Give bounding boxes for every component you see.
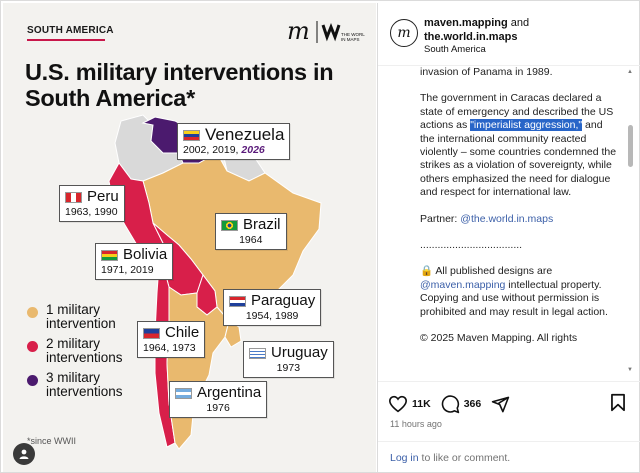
- chile-years: 1964, 1973: [143, 342, 196, 354]
- chile-flag-icon: [143, 327, 160, 339]
- comment-button[interactable]: 366: [441, 394, 482, 414]
- caption-partner: Partner: @the.world.in.maps: [420, 213, 620, 226]
- comment-icon: [441, 394, 459, 413]
- caption-text-a: The government in Caracas declared a sta…: [420, 92, 614, 132]
- author-names: maven.mapping and the.world.in.maps: [424, 16, 529, 44]
- post-side-panel: m maven.mapping and the.world.in.maps So…: [377, 3, 640, 472]
- post-header: m maven.mapping and the.world.in.maps So…: [378, 3, 640, 66]
- login-link[interactable]: Log in: [390, 452, 419, 464]
- like-count: 11K: [412, 398, 431, 410]
- uruguay-name: Uruguay: [271, 344, 328, 361]
- venezuela-name: Venezuela: [205, 125, 285, 144]
- svg-text:m: m: [287, 17, 310, 45]
- label-bolivia: Bolivia 1971, 2019: [95, 243, 174, 280]
- legend-swatch: [27, 375, 38, 386]
- divider: [378, 441, 640, 442]
- caption-rights: 🔒 All published designs are @maven.mappi…: [420, 265, 620, 319]
- argentina-flag-icon: [175, 387, 192, 399]
- svg-text:THE WORLD: THE WORLD: [341, 32, 365, 37]
- brand-logos: m THE WORLD IN MAPS: [287, 17, 365, 45]
- legend-label: 2 military interventions: [46, 336, 123, 365]
- author-avatar[interactable]: m: [390, 19, 418, 47]
- bolivia-name: Bolivia: [123, 246, 168, 263]
- post-title: U.S. military interventions in South Ame…: [25, 59, 334, 111]
- rights-text-b: intellectual property. Copying and use w…: [420, 278, 608, 318]
- bolivia-years: 1971, 2019: [101, 264, 154, 276]
- paraguay-flag-icon: [229, 295, 246, 307]
- caption-dots: ...................................: [420, 239, 523, 252]
- location-link[interactable]: South America: [424, 44, 486, 55]
- legend-label: 3 military interventions: [46, 370, 123, 399]
- scroll-up-icon[interactable]: ▲: [627, 69, 633, 75]
- peru-name: Peru: [87, 188, 119, 205]
- venezuela-flag-icon: [183, 129, 200, 141]
- argentina-years: 1976: [206, 402, 230, 414]
- login-rest: to like or comment.: [418, 452, 511, 464]
- brazil-flag-icon: [221, 219, 238, 231]
- user-tag-icon[interactable]: [13, 443, 35, 465]
- login-prompt: Log in to like or comment.: [390, 452, 510, 464]
- paraguay-years: 1954, 1989: [245, 310, 299, 322]
- legend-item: 3 military interventions: [27, 371, 136, 399]
- rights-link[interactable]: @maven.mapping: [420, 278, 506, 291]
- divider: [378, 381, 640, 382]
- post-timestamp: 11 hours ago: [390, 419, 442, 429]
- label-uruguay: Uruguay 1973: [243, 341, 334, 378]
- tag-underline: [27, 39, 105, 41]
- uruguay-years: 1973: [276, 362, 301, 374]
- svg-text:IN MAPS: IN MAPS: [341, 37, 360, 42]
- bookmark-icon: [611, 393, 625, 412]
- brazil-name: Brazil: [243, 216, 281, 233]
- region-tag: SOUTH AMERICA: [27, 25, 114, 36]
- argentina-name: Argentina: [197, 384, 262, 401]
- post-image[interactable]: SOUTH AMERICA m THE WORLD IN MAPS U.S. m…: [3, 3, 376, 472]
- partner-link[interactable]: @the.world.in.maps: [460, 212, 554, 225]
- footnote: *since WWII: [27, 436, 77, 446]
- uruguay-flag-icon: [249, 347, 266, 359]
- share-icon: [492, 396, 510, 412]
- comment-count: 366: [463, 398, 482, 410]
- author1-link[interactable]: maven.mapping: [424, 17, 508, 29]
- map-legend: 1 military intervention 2 military inter…: [27, 303, 136, 405]
- partner-label: Partner:: [420, 212, 461, 225]
- legend-item: 2 military interventions: [27, 337, 136, 365]
- brazil-years: 1964: [239, 234, 263, 246]
- label-chile: Chile 1964, 1973: [137, 321, 206, 358]
- peru-flag-icon: [65, 191, 82, 203]
- legend-item: 1 military intervention: [27, 303, 136, 331]
- caption-copyright: © 2025 Maven Mapping. All rights: [420, 332, 578, 345]
- caption-text-b: and the international community reacted …: [420, 119, 617, 199]
- author2-link[interactable]: the.world.in.maps: [424, 31, 518, 43]
- caption-highlight: "imperialist aggression,": [470, 119, 583, 132]
- and-text: and: [507, 17, 530, 29]
- legend-label: 1 military intervention: [46, 302, 116, 331]
- peru-years: 1963, 1990: [65, 206, 118, 218]
- caption-paragraph: invasion of Panama in 1989.: [420, 66, 553, 78]
- legend-swatch: [27, 341, 38, 352]
- label-argentina: Argentina 1976: [169, 381, 268, 418]
- venezuela-years-highlight: 2026: [241, 144, 265, 156]
- paraguay-name: Paraguay: [251, 292, 316, 309]
- scrollbar-thumb[interactable]: [628, 125, 633, 167]
- share-button[interactable]: [491, 395, 510, 414]
- label-peru: Peru 1963, 1990: [59, 185, 125, 222]
- scroll-down-icon[interactable]: ▼: [627, 367, 633, 373]
- heart-icon: [388, 395, 408, 413]
- bolivia-flag-icon: [101, 249, 118, 261]
- action-bar: 11K 366: [388, 393, 632, 415]
- label-venezuela: Venezuela 2002, 2019, 2026: [177, 123, 291, 160]
- caption-paragraph: The government in Caracas declared a sta…: [420, 92, 620, 199]
- caption-text: invasion of Panama in 1989. The governme…: [420, 66, 620, 380]
- save-button[interactable]: [610, 393, 626, 417]
- legend-swatch: [27, 307, 38, 318]
- chile-name: Chile: [165, 324, 200, 341]
- venezuela-years: 2002, 2019,: [183, 144, 242, 156]
- rights-text-a: 🔒 All published designs are: [420, 265, 553, 278]
- label-paraguay: Paraguay 1954, 1989: [223, 289, 322, 326]
- like-button[interactable]: 11K: [388, 395, 431, 413]
- label-brazil: Brazil 1964: [215, 213, 287, 250]
